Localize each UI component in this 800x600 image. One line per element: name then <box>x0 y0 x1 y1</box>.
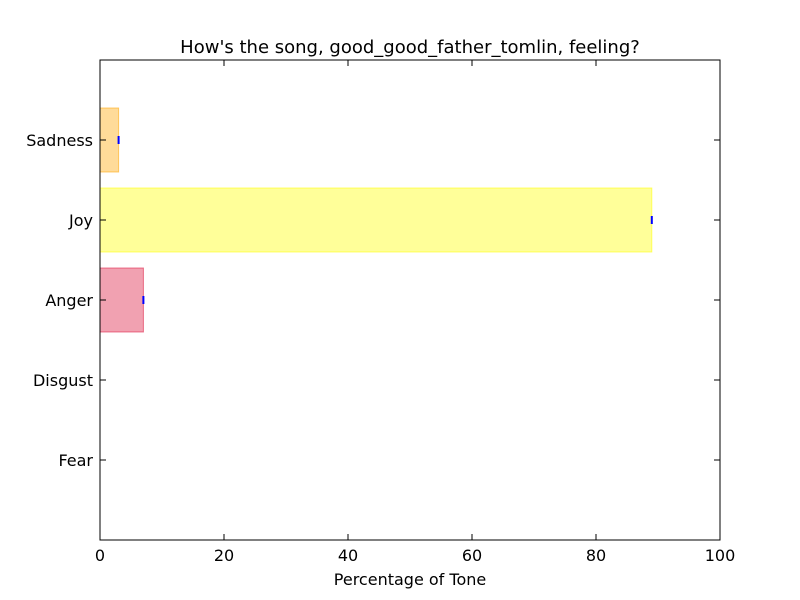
bar-joy <box>99 187 653 253</box>
x-tick-label: 20 <box>214 546 234 565</box>
chart-title: How's the song, good_good_father_tomlin,… <box>180 37 640 58</box>
y-tick-label-disgust: Disgust <box>33 371 93 390</box>
bar-anger <box>99 267 144 333</box>
x-axis-label: Percentage of Tone <box>334 570 486 589</box>
x-tick-label: 100 <box>705 546 736 565</box>
x-axis: 0 20 40 60 80 100 <box>95 60 735 565</box>
bars-group <box>99 107 653 333</box>
x-tick-label: 40 <box>338 546 358 565</box>
y-tick-label-sadness: Sadness <box>26 131 93 150</box>
x-tick-label: 60 <box>462 546 482 565</box>
y-tick-label-fear: Fear <box>58 451 93 470</box>
y-tick-label-joy: Joy <box>68 211 93 230</box>
y-axis: Fear Disgust Anger Joy Sadness <box>26 131 720 470</box>
x-tick-label: 0 <box>95 546 105 565</box>
y-tick-label-anger: Anger <box>45 291 93 310</box>
plot-frame <box>99 59 721 541</box>
x-tick-label: 80 <box>586 546 606 565</box>
